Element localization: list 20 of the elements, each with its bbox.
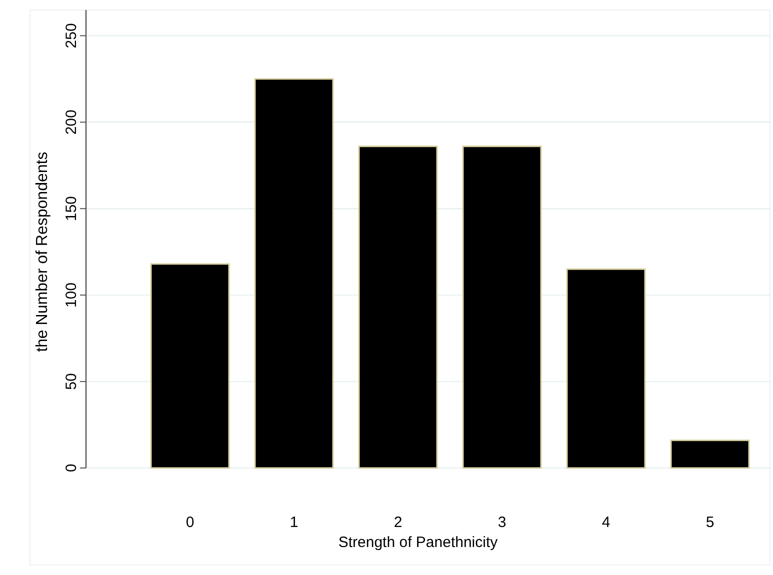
y-tick-label: 200 <box>63 110 80 135</box>
x-tick-label: 0 <box>186 514 194 531</box>
y-tick-label: 50 <box>63 373 80 390</box>
bar <box>566 268 646 469</box>
x-axis-title: Strength of Panethnicity <box>338 534 498 551</box>
bar <box>254 78 334 469</box>
y-tick-label: 250 <box>63 23 80 48</box>
y-axis-title: the Number of Respondents <box>34 152 51 352</box>
x-tick-label: 3 <box>498 514 506 531</box>
bar <box>670 440 750 469</box>
bar <box>358 146 438 469</box>
x-tick-label: 5 <box>706 514 714 531</box>
x-tick-label: 4 <box>602 514 610 531</box>
bar <box>462 146 542 469</box>
y-tick-label: 150 <box>63 196 80 222</box>
x-tick-label: 2 <box>394 514 402 531</box>
x-tick-label: 1 <box>290 514 298 531</box>
y-tick-label: 100 <box>63 282 80 308</box>
bar <box>150 263 230 469</box>
y-tick-label: 0 <box>63 464 80 472</box>
